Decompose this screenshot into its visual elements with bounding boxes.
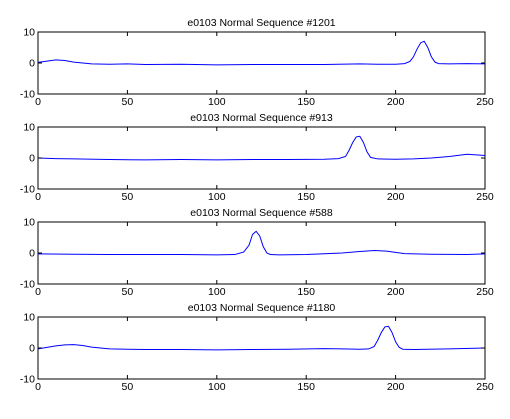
y-tick-label: 10 bbox=[23, 27, 35, 39]
x-tick-label: 0 bbox=[35, 96, 41, 108]
y-tick-label: 0 bbox=[29, 58, 35, 70]
axes-frame bbox=[37, 126, 486, 190]
axes-frame bbox=[37, 221, 486, 285]
x-tick-label: 0 bbox=[35, 191, 41, 203]
x-tick-label: 100 bbox=[208, 96, 226, 108]
x-tick-label: 250 bbox=[476, 286, 494, 298]
y-tick-label: -10 bbox=[20, 184, 35, 196]
x-tick-label: 100 bbox=[208, 286, 226, 298]
x-tick-label: 200 bbox=[387, 286, 405, 298]
subplot-title: e0103 Normal Sequence #1180 bbox=[188, 302, 336, 314]
y-tick-label: -10 bbox=[20, 374, 35, 386]
y-tick-label: 0 bbox=[29, 248, 35, 260]
y-tick-label: 0 bbox=[29, 343, 35, 355]
y-tick-label: 0 bbox=[29, 153, 35, 165]
x-tick-label: 100 bbox=[208, 191, 226, 203]
subplot-title: e0103 Normal Sequence #913 bbox=[190, 112, 333, 124]
x-tick-label: 150 bbox=[297, 286, 315, 298]
y-tick-label: -10 bbox=[20, 279, 35, 291]
x-tick-label: 250 bbox=[476, 96, 494, 108]
series-line bbox=[38, 230, 485, 256]
y-tick-label: 10 bbox=[23, 312, 35, 324]
x-tick-label: 200 bbox=[387, 96, 405, 108]
y-tick-label: 10 bbox=[23, 122, 35, 134]
subplot-title: e0103 Normal Sequence #588 bbox=[190, 207, 333, 219]
x-tick-label: 50 bbox=[122, 191, 134, 203]
axes-frame bbox=[37, 31, 486, 95]
series-line bbox=[38, 40, 485, 66]
subplot-title: e0103 Normal Sequence #1201 bbox=[187, 17, 335, 29]
y-tick-label: 10 bbox=[23, 217, 35, 229]
x-tick-label: 0 bbox=[35, 286, 41, 298]
x-tick-label: 200 bbox=[387, 381, 405, 393]
y-tick-label: -10 bbox=[20, 89, 35, 101]
x-tick-label: 0 bbox=[35, 381, 41, 393]
x-tick-label: 50 bbox=[122, 96, 134, 108]
x-tick-label: 250 bbox=[476, 381, 494, 393]
series-line bbox=[38, 325, 485, 351]
x-tick-label: 100 bbox=[208, 381, 226, 393]
x-tick-label: 250 bbox=[476, 191, 494, 203]
x-tick-label: 150 bbox=[297, 191, 315, 203]
x-tick-label: 150 bbox=[297, 96, 315, 108]
x-tick-label: 150 bbox=[297, 381, 315, 393]
x-tick-label: 200 bbox=[387, 191, 405, 203]
series-line bbox=[38, 135, 485, 161]
x-tick-label: 50 bbox=[122, 381, 134, 393]
x-tick-label: 50 bbox=[122, 286, 134, 298]
